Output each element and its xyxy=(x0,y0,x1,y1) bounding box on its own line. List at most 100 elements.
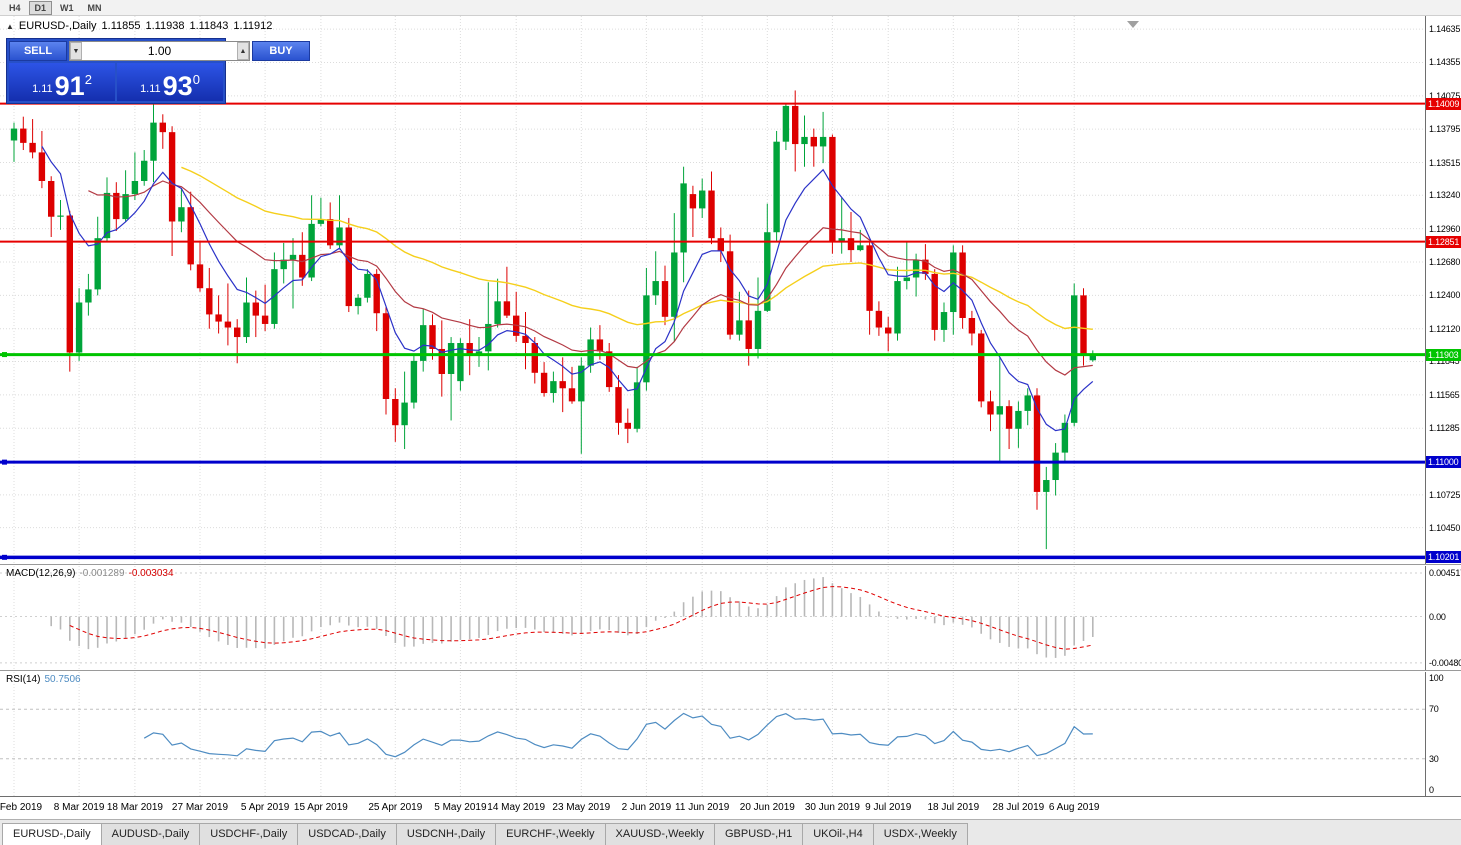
date-label: 14 May 2019 xyxy=(487,802,546,813)
candle xyxy=(420,325,427,361)
candle xyxy=(410,360,418,403)
candle xyxy=(699,190,706,209)
candle xyxy=(447,343,455,374)
price-label: 1.11285 xyxy=(1429,423,1460,434)
candle xyxy=(680,183,687,253)
ohlc-low: 1.11843 xyxy=(189,20,229,32)
candle xyxy=(1080,295,1087,355)
candle xyxy=(1071,295,1078,423)
candle xyxy=(103,192,111,239)
buy-price-display[interactable]: 1.11 93 0 xyxy=(117,63,223,101)
chart-tab-usdchf-daily[interactable]: USDCHF-,Daily xyxy=(199,823,299,845)
hline-handle[interactable] xyxy=(2,459,7,465)
candle xyxy=(782,105,790,142)
candle xyxy=(540,372,548,394)
date-label: 15 Apr 2019 xyxy=(293,802,348,813)
candle xyxy=(689,194,697,209)
candle xyxy=(987,401,994,415)
candle xyxy=(708,190,715,239)
candle xyxy=(354,297,362,307)
candle xyxy=(48,180,55,217)
chart-tab-usdx-weekly[interactable]: USDX-,Weekly xyxy=(872,823,968,845)
candle xyxy=(578,365,585,402)
timeframe-button-mn[interactable]: MN xyxy=(81,0,108,15)
date-label: 18 Jul 2019 xyxy=(927,802,980,813)
sell-button[interactable]: SELL xyxy=(9,41,67,61)
candle xyxy=(141,160,148,181)
candle xyxy=(168,132,176,222)
candle xyxy=(810,136,817,147)
chart-tab-eurusd-daily[interactable]: EURUSD-,Daily xyxy=(2,823,102,845)
candle xyxy=(299,254,306,278)
rsi-scale-label: 100 xyxy=(1429,673,1444,683)
candle xyxy=(438,348,445,374)
price-label: 1.11845 xyxy=(1429,356,1460,367)
timeframe-button-w1[interactable]: W1 xyxy=(54,0,80,15)
candle xyxy=(234,327,241,338)
price-label: 1.14075 xyxy=(1429,90,1461,101)
macd-main-value: -0.001289 xyxy=(79,568,125,579)
date-label: 2 Jun 2019 xyxy=(621,802,672,813)
date-label: 11 Jun 2019 xyxy=(675,802,730,813)
candle xyxy=(643,295,650,383)
buy-price-sup: 0 xyxy=(192,72,200,87)
chart-tab-xauusd-weekly[interactable]: XAUUSD-,Weekly xyxy=(604,823,715,845)
candle xyxy=(85,289,92,303)
chart-tab-usdcnh-daily[interactable]: USDCNH-,Daily xyxy=(395,823,497,845)
chart-tab-eurchf-weekly[interactable]: EURCHF-,Weekly xyxy=(495,823,606,845)
date-label: 5 May 2019 xyxy=(434,802,487,813)
candle xyxy=(401,402,408,426)
date-label: 27 Mar 2019 xyxy=(171,802,229,813)
candle xyxy=(317,219,325,224)
timeframe-button-h4[interactable]: H4 xyxy=(3,0,27,15)
volume-input[interactable] xyxy=(82,42,237,60)
candle xyxy=(792,105,799,145)
price-label: 1.12400 xyxy=(1429,290,1461,301)
rsi-line xyxy=(143,712,1093,758)
timeframe-button-d1[interactable]: D1 xyxy=(28,0,53,15)
price-label: 1.13795 xyxy=(1429,124,1461,135)
candle xyxy=(66,215,73,353)
macd-signal-value: -0.003034 xyxy=(128,568,174,579)
chart-tab-usdcad-daily[interactable]: USDCAD-,Daily xyxy=(297,823,397,845)
rsi-plot-region: RSI(14) 50.7506 xyxy=(0,672,1425,796)
candle xyxy=(243,302,250,338)
macd-scale-label: 0.00 xyxy=(1429,611,1446,622)
candle xyxy=(457,343,464,382)
candle xyxy=(159,122,166,133)
candle xyxy=(773,141,780,233)
candle xyxy=(829,136,836,242)
volume-increase-icon[interactable]: ▲ xyxy=(237,42,249,60)
buy-button[interactable]: BUY xyxy=(252,41,310,61)
one-click-collapse-icon[interactable]: ▲ xyxy=(6,21,14,31)
hline-handle[interactable] xyxy=(2,554,7,560)
candle xyxy=(429,325,436,349)
sell-price-big: 91 xyxy=(54,71,85,101)
chart-tab-ukoil-h4[interactable]: UKOil-,H4 xyxy=(802,823,874,845)
candle xyxy=(1015,410,1022,429)
panel-separator[interactable] xyxy=(0,564,1461,566)
hline-handle[interactable] xyxy=(2,352,7,358)
chart-tab-audusd-daily[interactable]: AUDUSD-,Daily xyxy=(100,823,201,845)
buy-price-prefix: 1.11 xyxy=(140,83,161,95)
candle xyxy=(726,251,734,335)
price-plot-region[interactable]: ▲ EURUSD-,Daily 1.11855 1.11938 1.11843 … xyxy=(0,16,1425,564)
macd-signal-line xyxy=(69,586,1093,650)
chart-tab-gbpusd-h1[interactable]: GBPUSD-,H1 xyxy=(713,823,804,845)
volume-decrease-icon[interactable]: ▼ xyxy=(70,42,82,60)
price-label: 1.12960 xyxy=(1429,223,1461,234)
macd-label: MACD(12,26,9) -0.001289 -0.003034 xyxy=(6,568,178,579)
candle xyxy=(754,310,762,349)
candle xyxy=(624,422,631,429)
price-label: 1.10450 xyxy=(1429,522,1461,533)
candlestick-chart xyxy=(0,16,1425,564)
candle xyxy=(94,238,101,290)
chart-tabs-bar: EURUSD-,Daily AUDUSD-,Daily USDCHF-,Daily U… xyxy=(0,819,1461,845)
candle xyxy=(866,245,873,311)
candle xyxy=(1024,395,1031,411)
panel-separator[interactable] xyxy=(0,670,1461,672)
candle xyxy=(57,215,64,217)
chart-shift-icon[interactable] xyxy=(1127,21,1139,28)
sell-price-display[interactable]: 1.11 91 2 xyxy=(9,63,115,101)
